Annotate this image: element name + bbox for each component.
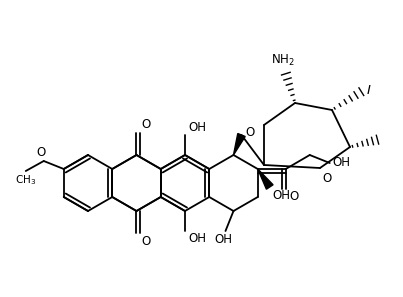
Text: O: O [141,235,151,248]
Text: CH$_3$: CH$_3$ [15,173,36,187]
Text: OH: OH [188,232,206,245]
Polygon shape [233,134,245,155]
Text: O: O [245,127,255,140]
Polygon shape [258,169,273,189]
Text: NH$_2$: NH$_2$ [271,53,295,68]
Text: OH: OH [214,233,233,246]
Text: O: O [36,146,46,159]
Text: I: I [367,83,371,97]
Text: OH: OH [333,157,351,170]
Text: O: O [322,172,331,185]
Text: OH: OH [273,189,291,202]
Text: OH: OH [188,121,206,134]
Text: O: O [141,118,151,131]
Text: O: O [290,190,299,203]
